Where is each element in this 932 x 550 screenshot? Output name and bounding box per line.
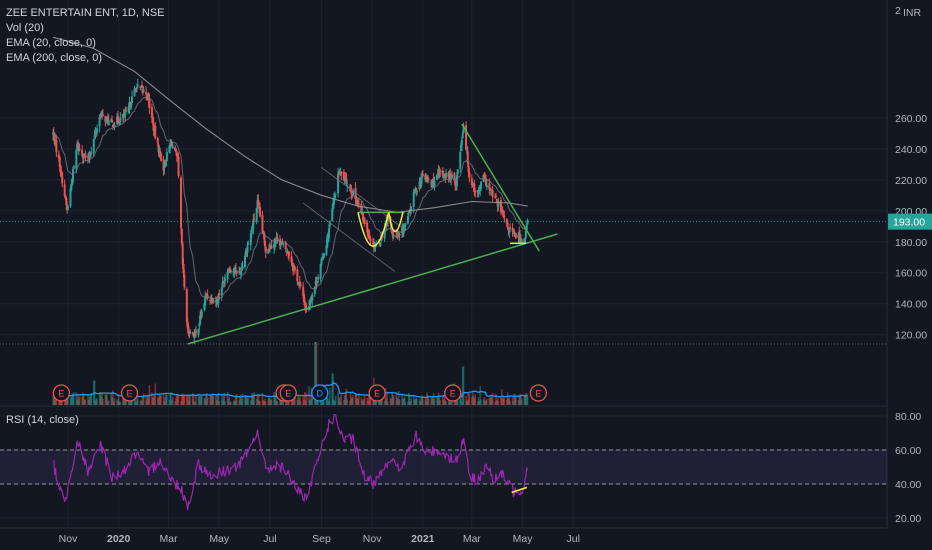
rsi-legend-box: RSI (14, close) xyxy=(6,413,79,428)
time-tick: Nov xyxy=(59,533,78,545)
last-price-text: 193.00 xyxy=(893,217,925,229)
candles xyxy=(52,78,529,345)
price-tick: 240.00 xyxy=(895,144,927,156)
time-tick: Mar xyxy=(463,533,482,545)
time-tick: Sep xyxy=(312,533,331,545)
price-tick: 120.00 xyxy=(895,330,927,342)
rsi-pane xyxy=(0,413,887,511)
time-tick: Jul xyxy=(263,533,276,545)
price-tick: 140.00 xyxy=(895,299,927,311)
price-tick-top-partial: 2 xyxy=(895,5,901,17)
symbol-legend[interactable]: ZEE ENTERTAIN ENT, 1D, NSE xyxy=(6,7,165,19)
axes: 2 INR120.00140.00160.00180.00200.00220.00… xyxy=(59,5,932,545)
last-price-tag xyxy=(888,213,932,230)
price-tick: 260.00 xyxy=(895,113,927,125)
price-tick: 220.00 xyxy=(895,175,927,187)
rsi-tick: 20.00 xyxy=(895,513,921,525)
event-marker-d[interactable]: D xyxy=(311,384,329,402)
time-tick: Jul xyxy=(567,533,580,545)
event-marker-e[interactable]: E xyxy=(52,384,71,402)
time-tick: Nov xyxy=(363,533,382,545)
main-legend: ZEE ENTERTAIN ENT, 1D, NSE Vol (20) EMA … xyxy=(6,6,165,66)
svg-text:E: E xyxy=(374,389,380,399)
svg-text:E: E xyxy=(126,389,132,399)
rsi-legend[interactable]: RSI (14, close) xyxy=(6,414,79,426)
time-tick: May xyxy=(209,533,230,545)
rsi-tick: 40.00 xyxy=(895,479,921,491)
price-tick: 160.00 xyxy=(895,268,927,280)
volume-legend[interactable]: Vol (20) xyxy=(6,22,44,34)
indicator-lines xyxy=(52,36,528,300)
ema20-legend[interactable]: EMA (20, close, 0) xyxy=(6,37,96,49)
svg-text:E: E xyxy=(450,389,456,399)
rsi-tick: 60.00 xyxy=(895,445,921,457)
time-tick: 2021 xyxy=(411,533,435,545)
time-tick: May xyxy=(513,533,534,545)
svg-text:E: E xyxy=(285,389,291,399)
event-markers: EEEEDEEE xyxy=(52,384,548,402)
grid xyxy=(0,0,888,529)
svg-text:D: D xyxy=(317,389,324,399)
event-marker-e[interactable]: E xyxy=(368,384,386,402)
currency-label: INR xyxy=(903,7,922,19)
event-marker-e[interactable]: E xyxy=(529,384,548,402)
rsi-tick: 80.00 xyxy=(895,411,921,423)
time-tick: Mar xyxy=(160,533,179,545)
svg-text:E: E xyxy=(58,389,64,399)
svg-text:E: E xyxy=(535,389,541,399)
event-marker-e[interactable]: E xyxy=(120,384,139,402)
ema200-legend[interactable]: EMA (200, close, 0) xyxy=(6,52,102,64)
event-marker-e[interactable]: E xyxy=(279,384,297,402)
price-tick: 180.00 xyxy=(895,237,927,249)
drawings xyxy=(0,123,887,494)
time-tick: 2020 xyxy=(107,533,131,545)
event-marker-e[interactable]: E xyxy=(444,384,462,402)
